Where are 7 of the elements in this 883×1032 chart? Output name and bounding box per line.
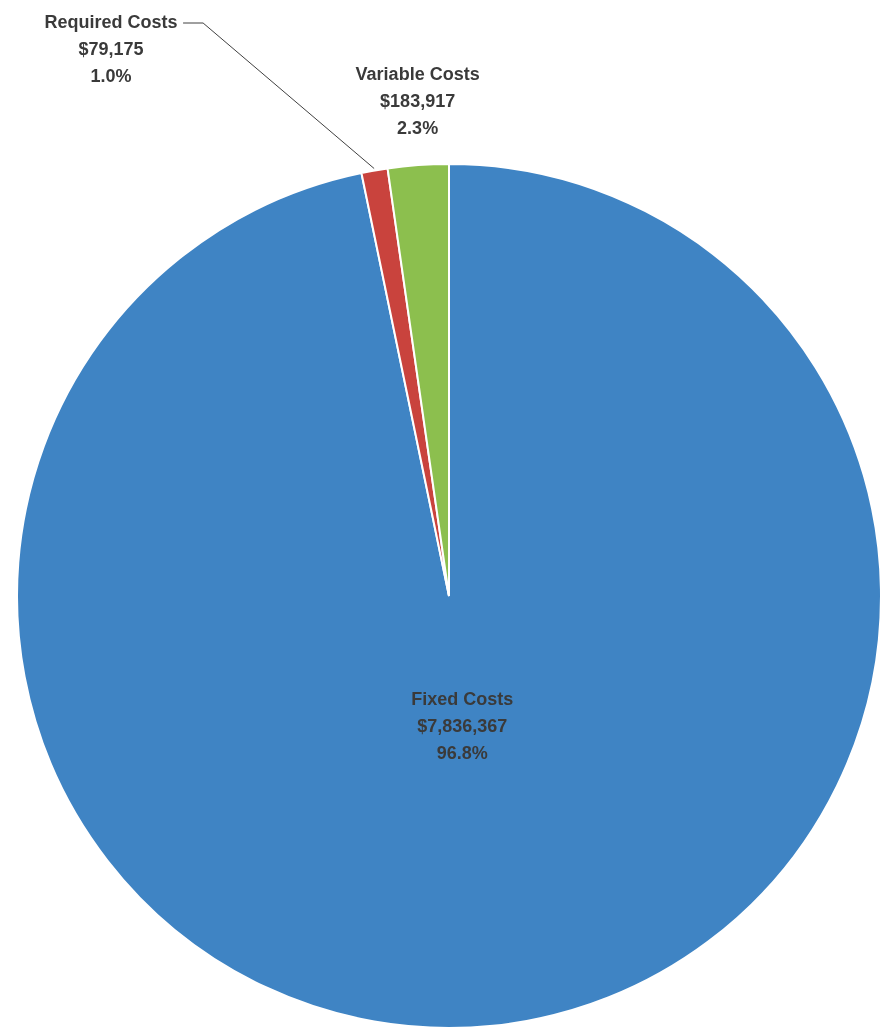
data-label: $7,836,367 96.8% bbox=[417, 715, 508, 763]
slice-label: Variable Costs bbox=[355, 64, 480, 84]
slice-label: Required Costs bbox=[44, 12, 178, 32]
data-label: $183,917 2.3% bbox=[380, 91, 456, 138]
pie-slice bbox=[16, 163, 882, 1029]
data-label: $79,175 1.0% bbox=[78, 39, 144, 86]
slice-label: Fixed Costs bbox=[411, 688, 514, 709]
